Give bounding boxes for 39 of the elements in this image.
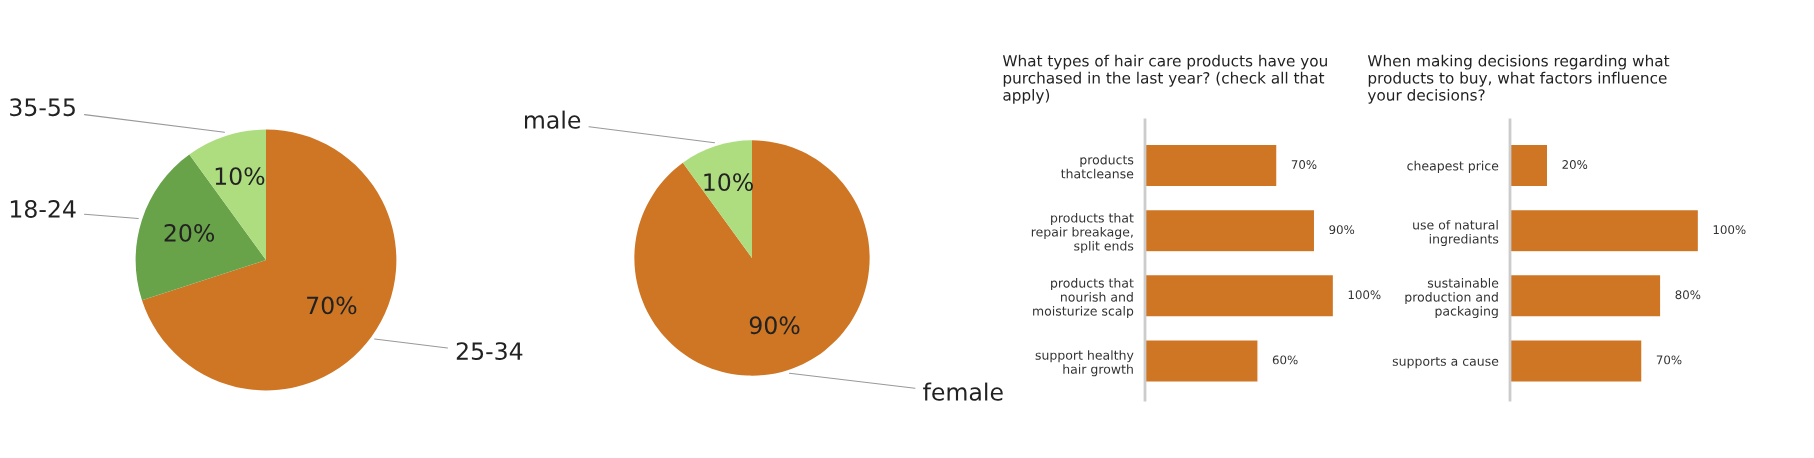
data-label: 80% [1675,290,1701,300]
y-tick-label: sustainable production and packaging [1405,278,1499,319]
data-label: 10% [215,167,265,185]
bar [1145,273,1335,318]
bar [1145,208,1316,253]
chart-title: What types of hair care products have you purchased in the last year? (check all that apply) [1002,54,1327,104]
data-label: 20% [164,224,215,242]
slice-label: 35-55 [10,98,75,117]
bar [1510,143,1549,188]
slice-label: male [525,110,581,129]
data-label: 100% [1348,290,1381,300]
chart-title: When making decisions regarding what products to buy, what factors influence your decisions? [1367,54,1670,104]
pie-slice [141,129,397,391]
bar [1510,208,1700,253]
pie-slice [135,154,266,301]
slice-label: female [923,382,1003,401]
bar [1510,273,1662,318]
y-tick-label: products that repair breakage, split ends [1031,212,1134,253]
y-tick-label: products that nourish and moisturize scalp [1033,278,1134,319]
y-tick-label: supports a cause [1392,356,1499,369]
data-label: 70% [307,296,357,315]
data-label: 70% [1291,160,1317,170]
y-tick-label: products thatcleanse [1061,154,1134,179]
data-label: 90% [1329,225,1355,235]
bar [1145,339,1259,383]
data-label: 70% [1656,355,1682,365]
bar [1145,143,1278,188]
pie-slice [634,140,870,376]
pie-slice [682,140,752,258]
y-tick-label: support healthy hair growth [1035,350,1134,377]
bar [1510,339,1643,383]
y-tick-label: use of natural ingrediants [1413,219,1499,246]
data-label: 90% [749,316,800,335]
slice-label: 25-34 [456,342,523,360]
data-label: 60% [1272,355,1298,365]
slice-label: 18-24 [10,200,76,218]
data-label: 20% [1562,160,1588,170]
y-tick-label: cheapest price [1407,160,1499,173]
data-label: 100% [1713,225,1746,235]
